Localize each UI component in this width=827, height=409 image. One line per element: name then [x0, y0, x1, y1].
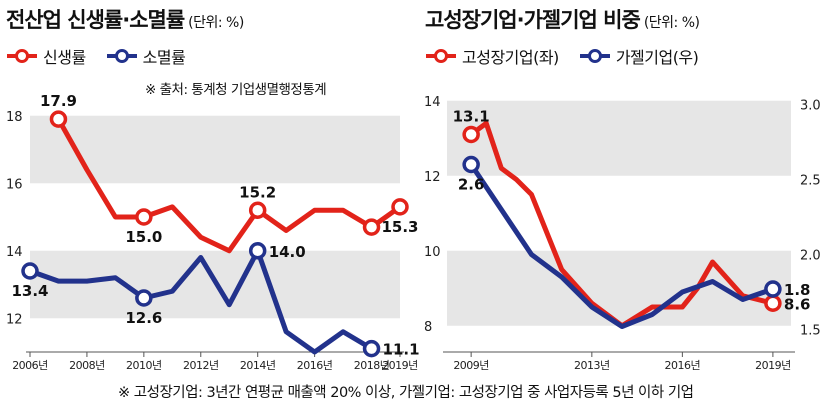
birth-rate-data-label-0: 17.9 [40, 92, 77, 110]
birth-rate-marker-7 [248, 201, 267, 219]
high-growth-marker-0 [462, 125, 480, 144]
left-legend: 신생률 소멸률 [6, 44, 205, 68]
death-rate-marker-8 [248, 242, 267, 260]
legend-label-gazelle: 가젤기업(우) [615, 48, 699, 67]
left-x-tick-0: 2006년 [12, 359, 48, 372]
left-x-tick-7: 2019년 [382, 359, 418, 372]
legend-swatch-gazelle [579, 49, 610, 63]
right-x-tick-1: 2013년 [574, 359, 610, 372]
birth-rate-marker-3 [135, 208, 153, 226]
birth-rate-data-label-3: 15.3 [381, 218, 418, 236]
birth-rate-line [55, 116, 403, 254]
left-unit-label: (단위: %) [188, 15, 244, 31]
gazelle-data-label-1: 1.8 [784, 281, 811, 299]
legend-swatch-high-growth [426, 49, 456, 63]
birth-rate-marker-0 [49, 110, 68, 128]
source-note: ※ 출처: 통계청 기업생멸행정통계 [145, 82, 327, 98]
legend-label-high-growth: 고성장기업(좌) [462, 48, 559, 67]
death-rate-marker-12 [362, 339, 381, 358]
right-title-text: 고성장기업·가젤기업 비중 [425, 8, 641, 32]
right-y-tick-0: 8 [424, 320, 432, 335]
high-growth-data-label-1: 8.6 [784, 295, 811, 313]
gazelle-marker-10 [764, 280, 782, 298]
right-legend: 고성장기업(좌) 가젤기업(우) [425, 44, 718, 68]
death-rate-data-label-1: 12.6 [125, 309, 162, 327]
left-band-1 [30, 115, 400, 184]
footnote: ※ 고성장기업: 3년간 연평균 매출액 20% 이상, 가젤기업: 고성장기업… [118, 385, 694, 401]
gazelle-line [468, 162, 776, 329]
right-band-1 [447, 100, 791, 176]
death-rate-data-label-3: 11.1 [383, 341, 420, 359]
high-growth-data-label-0: 13.1 [453, 108, 490, 126]
gazelle-data-label-0: 2.6 [458, 176, 485, 194]
gazelle-marker-0 [462, 155, 480, 174]
left-x-tick-2: 2010년 [126, 359, 162, 372]
legend-item-gazelle: 가젤기업(우) [579, 44, 699, 68]
left-x-tick-6: 2018년 [354, 359, 390, 372]
birth-rate-marker-12 [391, 198, 409, 216]
legend-item-death-rate: 소멸률 [106, 44, 186, 68]
legend-swatch-death-rate [106, 49, 137, 63]
right-x-tick-0: 2009년 [453, 359, 489, 372]
birth-rate-marker-11 [362, 218, 381, 236]
left-y-tick-1: 14 [6, 245, 23, 260]
right-y-right-tick-0: 1.5 [800, 324, 821, 339]
high-growth-marker-13 [764, 294, 782, 312]
birth-rate-data-label-1: 15.0 [125, 228, 162, 246]
left-title-text: 전산업 신생률·소멸률 [6, 8, 185, 32]
left-y-tick-2: 16 [6, 177, 23, 192]
death-rate-data-label-2: 14.0 [269, 243, 306, 261]
legend-swatch-birth-rate [7, 49, 37, 63]
right-y-right-tick-2: 2.5 [800, 174, 821, 189]
legend-item-birth-rate: 신생률 [6, 44, 86, 68]
death-rate-line [27, 248, 375, 355]
right-y-right-tick-1: 2.0 [800, 249, 821, 264]
birth-rate-data-label-2: 15.2 [239, 183, 276, 201]
left-y-tick-3: 18 [6, 110, 23, 125]
death-rate-marker-4 [135, 289, 153, 307]
left-chart-title: 전산업 신생률·소멸률 (단위: %) [6, 4, 244, 34]
death-rate-marker-0 [21, 262, 39, 280]
legend-label-death-rate: 소멸률 [142, 48, 186, 67]
right-x-tick-3: 2019년 [755, 359, 791, 372]
left-x-tick-3: 2012년 [183, 359, 219, 372]
right-x-tick-2: 2016년 [665, 359, 701, 372]
left-x-tick-1: 2008년 [69, 359, 105, 372]
right-y-tick-2: 12 [424, 170, 441, 185]
right-y-right-tick-3: 3.0 [800, 99, 821, 114]
right-band-0 [447, 250, 791, 326]
left-x-tick-5: 2016년 [297, 359, 333, 372]
left-y-tick-0: 12 [6, 312, 23, 327]
right-chart-title: 고성장기업·가젤기업 비중 (단위: %) [425, 4, 700, 34]
legend-item-high-growth: 고성장기업(좌) [425, 44, 559, 68]
right-y-tick-1: 10 [424, 245, 441, 260]
legend-label-birth-rate: 신생률 [43, 48, 86, 67]
right-y-tick-3: 14 [424, 95, 441, 110]
right-unit-label: (단위: %) [643, 15, 700, 31]
death-rate-data-label-0: 13.4 [11, 282, 48, 300]
left-x-tick-4: 2014년 [240, 359, 276, 372]
